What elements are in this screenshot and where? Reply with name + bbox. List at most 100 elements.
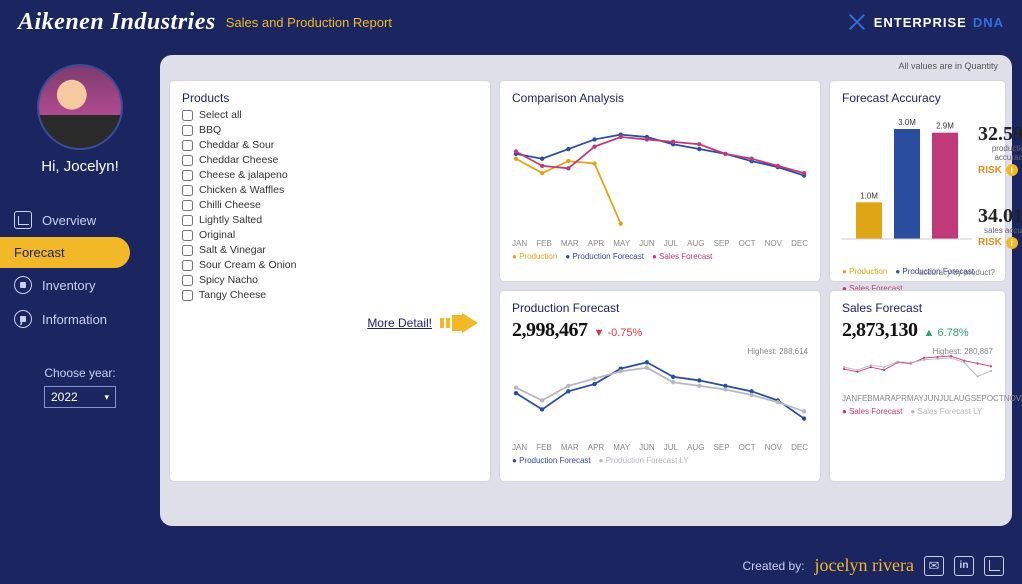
sales-accuracy-risk: RISKi (978, 237, 1022, 249)
avatar[interactable] (37, 64, 123, 150)
product-label: Select all (199, 109, 242, 121)
accuracy-link[interactable]: accuracy by product? (919, 268, 995, 277)
logo-text-dna: DNA (973, 15, 1004, 30)
product-item[interactable]: Salt & Vinegar (182, 244, 478, 256)
product-item[interactable]: Cheddar & Sour (182, 139, 478, 151)
sidebar-item-overview[interactable]: Overview (0, 203, 160, 237)
header: Aikenen Industries Sales and Production … (0, 0, 1022, 44)
production-forecast-delta: -0.75% (594, 327, 643, 339)
sidebar-item-label: Inventory (42, 278, 95, 293)
product-item[interactable]: Select all (182, 109, 478, 121)
sidebar-item-forecast[interactable]: Forecast (0, 237, 130, 268)
product-checkbox[interactable] (182, 110, 193, 121)
product-checkbox[interactable] (182, 125, 193, 136)
sidebar-item-label: Overview (42, 213, 96, 228)
product-item[interactable]: Chicken & Waffles (182, 184, 478, 196)
comparison-card: Comparison Analysis JANFEBMARAPRMAYJUNJU… (500, 81, 820, 281)
author-signature: jocelyn rivera (815, 555, 914, 576)
product-item[interactable]: Cheddar Cheese (182, 154, 478, 166)
production-forecast-card: Production Forecast 2,998,467-0.75% High… (500, 291, 820, 481)
production-accuracy-risk: RISKi (978, 164, 1022, 176)
product-checkbox[interactable] (182, 245, 193, 256)
product-item[interactable]: Sour Cream & Onion (182, 259, 478, 271)
nav: Overview Forecast Inventory Information (0, 203, 160, 336)
production-forecast-months: JANFEBMARAPRMAYJUNJULAUGSEPOCTNOVDEC (512, 443, 808, 452)
report-icon[interactable] (984, 556, 1004, 576)
email-icon[interactable] (924, 556, 944, 576)
production-forecast-title: Production Forecast (512, 301, 808, 315)
product-label: BBQ (199, 124, 221, 136)
sales-forecast-value: 2,873,130 (842, 319, 918, 341)
year-label: Choose year: (0, 366, 160, 380)
product-item[interactable]: Spicy Nacho (182, 274, 478, 286)
product-item[interactable]: BBQ (182, 124, 478, 136)
product-item[interactable]: Tangy Cheese (182, 289, 478, 301)
accuracy-chart: 1.0M 3.0M 2.9M (842, 109, 972, 259)
product-checkbox[interactable] (182, 230, 193, 241)
product-label: Salt & Vinegar (199, 244, 266, 256)
more-detail-label: More Detail! (367, 316, 432, 330)
units-note: All values are in Quantity (898, 61, 998, 71)
comparison-months: JANFEBMARAPRMAYJUNJULAUGSEPOCTNOVDEC (512, 239, 808, 248)
product-label: Chicken & Waffles (199, 184, 284, 196)
main-panel: All values are in Quantity Comparison An… (160, 55, 1012, 526)
product-checkbox[interactable] (182, 155, 193, 166)
accuracy-card: Forecast Accuracy 1.0M3.0M2.9M 32.59% pr… (830, 81, 1005, 281)
sidebar-item-inventory[interactable]: Inventory (0, 268, 160, 302)
overview-icon (14, 211, 32, 229)
dna-icon (846, 11, 868, 33)
accuracy-title: Forecast Accuracy (842, 91, 993, 105)
svg-text:3.0M: 3.0M (898, 118, 916, 127)
information-icon (14, 310, 32, 328)
product-label: Tangy Cheese (199, 289, 266, 301)
svg-text:1.0M: 1.0M (860, 191, 878, 200)
more-detail-link[interactable]: More Detail! (182, 313, 478, 333)
products-title: Products (182, 91, 478, 105)
linkedin-icon[interactable] (954, 556, 974, 576)
created-by-label: Created by: (743, 559, 805, 573)
product-checkbox[interactable] (182, 290, 193, 301)
product-label: Cheddar & Sour (199, 139, 274, 151)
product-checkbox[interactable] (182, 185, 193, 196)
production-forecast-chart (512, 342, 808, 441)
footer: Created by: jocelyn rivera (743, 555, 1005, 576)
sales-forecast-months: JANFEBMARAPRMAYJUNJULAUGSEPOCTNOVDEC (842, 394, 993, 403)
sales-accuracy-value: 34.01% (978, 205, 1022, 228)
year-select[interactable]: 2022 ▾ (44, 386, 116, 408)
greeting: Hi, Jocelyn! (0, 158, 160, 175)
inventory-icon (14, 276, 32, 294)
product-item[interactable]: Lightly Salted (182, 214, 478, 226)
product-label: Lightly Salted (199, 214, 262, 226)
risk-icon: i (1006, 164, 1018, 176)
sales-forecast-title: Sales Forecast (842, 301, 993, 315)
production-forecast-highest: Highest: 288,614 (748, 347, 809, 356)
sales-accuracy-label: sales accuracy (978, 226, 1022, 235)
product-label: Original (199, 229, 235, 241)
arrow-right-icon (440, 313, 478, 333)
logo-text-enterprise: ENTERPRISE (874, 15, 967, 30)
sidebar-item-information[interactable]: Information (0, 302, 160, 336)
sales-forecast-highest: Highest: 280,867 (933, 347, 994, 356)
enterprise-dna-logo: ENTERPRISE DNA (846, 11, 1004, 33)
production-accuracy-value: 32.59% (978, 123, 1022, 146)
product-item[interactable]: Original (182, 229, 478, 241)
product-checkbox[interactable] (182, 260, 193, 271)
product-checkbox[interactable] (182, 200, 193, 211)
product-label: Chilli Cheese (199, 199, 261, 211)
sales-forecast-delta: 6.78% (924, 327, 969, 339)
product-checkbox[interactable] (182, 275, 193, 286)
product-item[interactable]: Chilli Cheese (182, 199, 478, 211)
svg-text:2.9M: 2.9M (936, 122, 954, 131)
product-checkbox[interactable] (182, 140, 193, 151)
sidebar: Hi, Jocelyn! Overview Forecast Inventory… (0, 44, 160, 584)
accuracy-stats: 32.59% production accuracy RISKi 34.01% … (978, 109, 1022, 263)
product-label: Cheddar Cheese (199, 154, 278, 166)
product-checkbox[interactable] (182, 170, 193, 181)
product-checkbox[interactable] (182, 215, 193, 226)
product-item[interactable]: Cheese & jalapeno (182, 169, 478, 181)
sidebar-item-label: Information (42, 312, 107, 327)
sales-forecast-legend: Sales ForecastSales Forecast LY (842, 407, 993, 416)
chevron-down-icon: ▾ (104, 392, 109, 403)
production-accuracy-label: production accuracy (978, 144, 1022, 162)
products-card: Products Select all BBQ Cheddar & Sour Ched… (170, 81, 490, 481)
